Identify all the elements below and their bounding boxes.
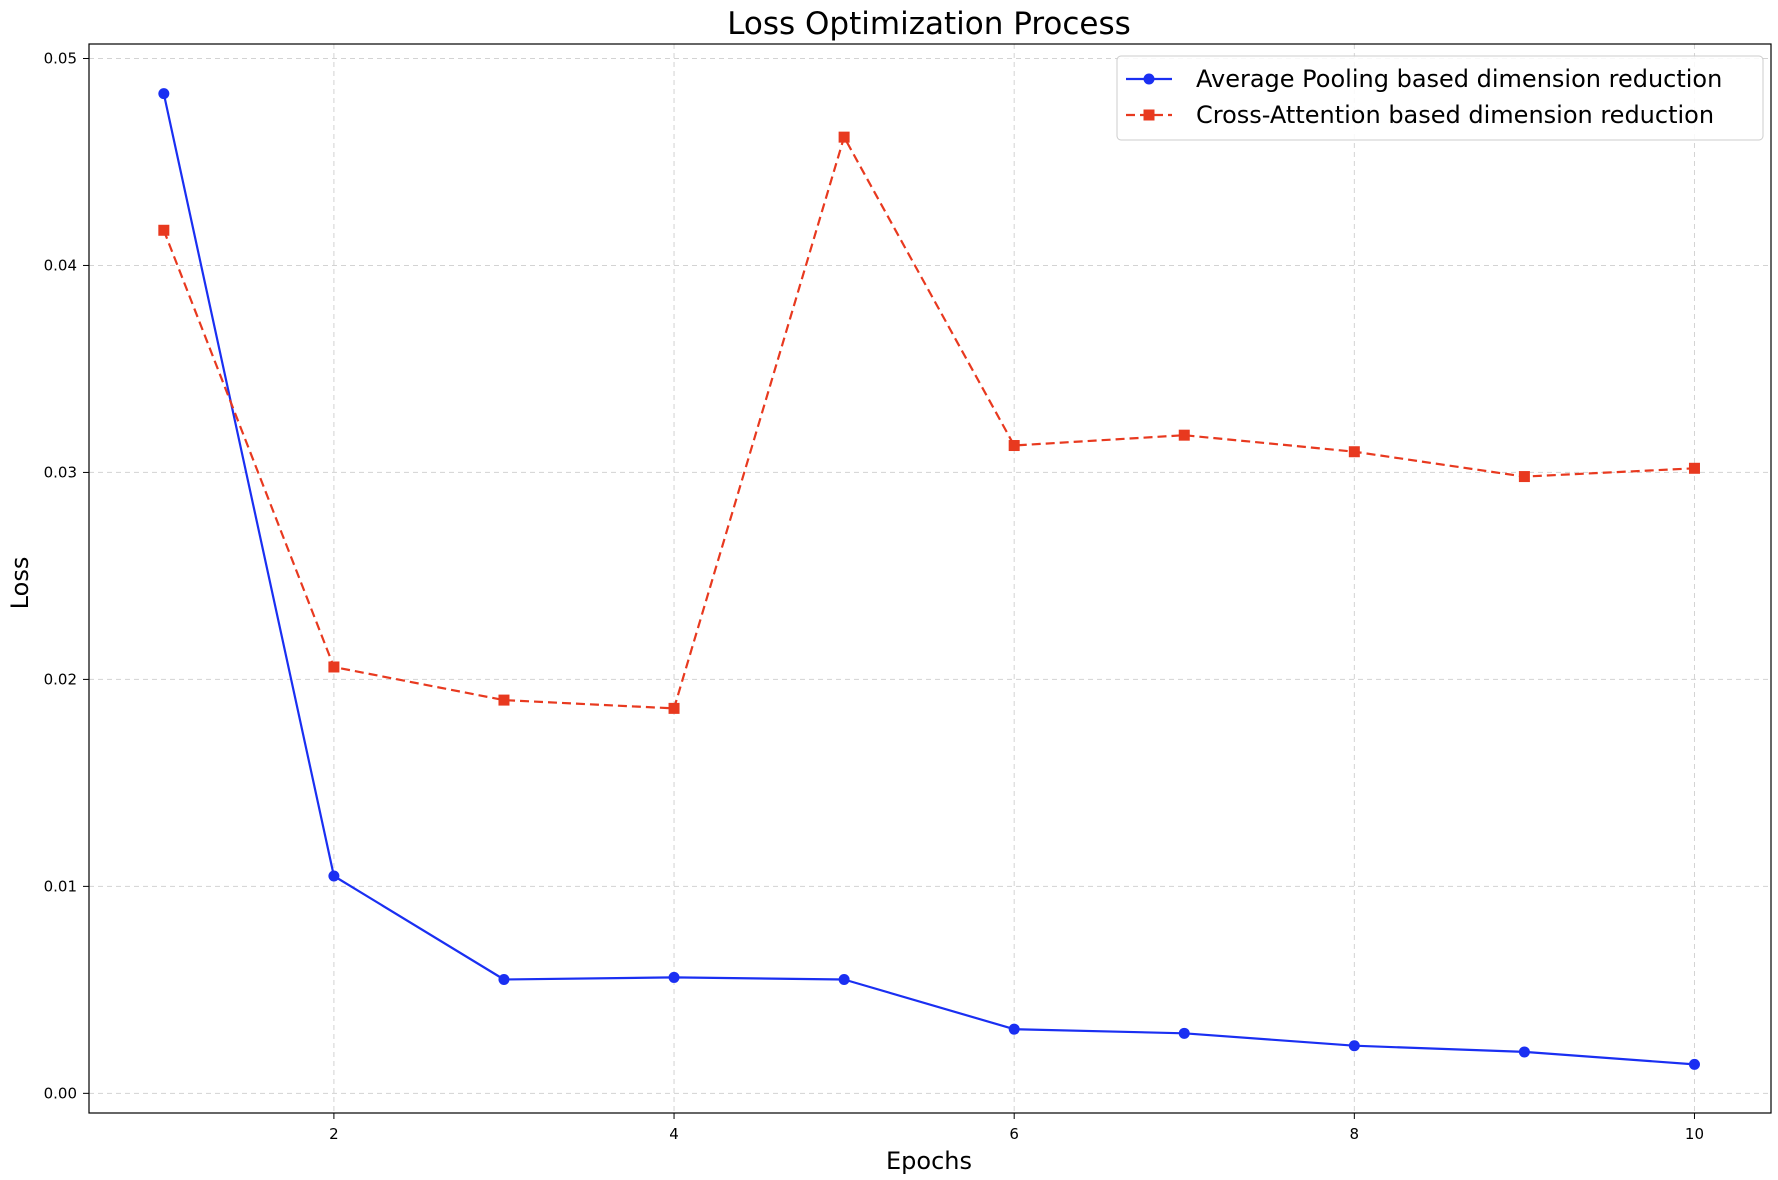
- y-tick-label: 0.04: [44, 256, 77, 274]
- data-point: [838, 131, 850, 143]
- y-tick-label: 0.03: [44, 463, 77, 481]
- data-point: [838, 974, 850, 986]
- legend: Average Pooling based dimension reductio…: [1116, 55, 1764, 141]
- data-point: [1178, 429, 1190, 441]
- data-point: [498, 974, 510, 986]
- data-point: [1008, 440, 1020, 452]
- x-tick-label: 10: [1685, 1125, 1704, 1143]
- series-2: [158, 131, 1700, 714]
- data-point: [1348, 446, 1360, 458]
- data-point: [1348, 1040, 1360, 1052]
- x-tick-label: 2: [329, 1125, 339, 1143]
- data-point: [1178, 1027, 1190, 1039]
- chart-title: Loss Optimization Process: [727, 6, 1131, 42]
- legend-label: Cross-Attention based dimension reductio…: [1196, 101, 1714, 129]
- y-tick-label: 0.02: [44, 670, 77, 688]
- data-point: [1518, 471, 1530, 483]
- x-tick-label: 4: [669, 1125, 679, 1143]
- series-layer: [158, 88, 1700, 1070]
- x-tick-label: 6: [1009, 1125, 1019, 1143]
- y-tick-label: 0.00: [44, 1084, 77, 1102]
- y-tick-label: 0.05: [44, 49, 77, 67]
- grid-lines: [89, 44, 1771, 1113]
- x-tick-label: 8: [1350, 1125, 1360, 1143]
- legend-box: [1116, 55, 1764, 141]
- y-axis-label: Loss: [6, 557, 34, 610]
- data-point: [158, 224, 170, 236]
- y-tick-label: 0.01: [44, 877, 77, 895]
- series-1: [158, 88, 1700, 1070]
- legend-marker: [1143, 73, 1155, 85]
- data-point: [328, 870, 340, 882]
- plot-frame: [88, 43, 1772, 1114]
- data-point: [1518, 1046, 1530, 1058]
- data-point: [668, 971, 680, 983]
- data-point: [1688, 1058, 1700, 1070]
- legend-entry: Cross-Attention based dimension reductio…: [1126, 101, 1714, 129]
- data-point: [328, 661, 340, 673]
- data-point: [668, 702, 680, 714]
- legend-marker: [1143, 109, 1155, 121]
- axis-ticks: 2 4 6 8 10 0.00 0.01 0.02 0.03 0.04 0.05: [44, 49, 1704, 1143]
- legend-label: Average Pooling based dimension reductio…: [1196, 65, 1722, 93]
- data-point: [1688, 462, 1700, 474]
- data-point: [1008, 1023, 1020, 1035]
- data-point: [158, 88, 170, 100]
- data-point: [498, 694, 510, 706]
- series-line: [162, 93, 1695, 1066]
- legend-entry: Average Pooling based dimension reductio…: [1126, 65, 1722, 93]
- x-axis-label: Epochs: [886, 1147, 972, 1175]
- series-line: [162, 136, 1695, 710]
